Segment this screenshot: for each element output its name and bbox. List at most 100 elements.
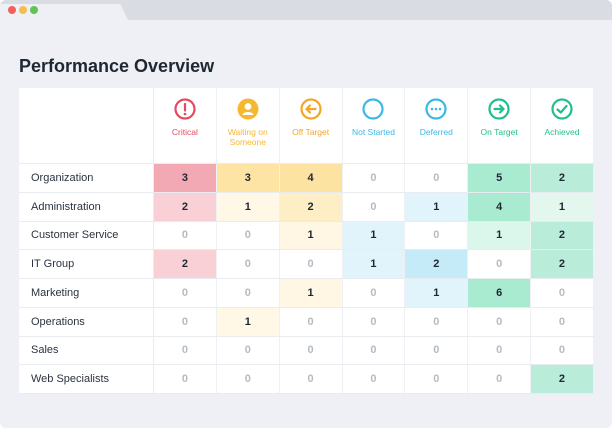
value-cell-off-target[interactable]: 4 [279, 164, 343, 192]
value-cell-off-target[interactable]: 0 [280, 307, 343, 336]
value-cell-achieved[interactable]: 1 [531, 192, 594, 221]
table-row[interactable]: Customer Service 0 0 1 1 0 1 2 [19, 221, 594, 251]
value-cell-achieved[interactable]: 2 [531, 365, 594, 393]
table-row[interactable]: Sales 0 0 0 0 0 0 0 [19, 336, 594, 366]
value-cell-off-target[interactable]: 1 [279, 221, 343, 250]
value-cell-deferred[interactable]: 1 [405, 279, 469, 307]
row-label: Customer Service [19, 221, 154, 250]
table-row[interactable]: Marketing 0 0 1 0 1 6 0 [19, 279, 594, 308]
value-cell-waiting[interactable]: 1 [216, 192, 280, 221]
column-header-not-started[interactable]: Not Started [343, 88, 406, 163]
maximize-window-icon[interactable] [30, 6, 38, 14]
value-cell-not-started[interactable]: 1 [342, 250, 406, 278]
value-cell-off-target[interactable]: 0 [280, 365, 343, 393]
value-cell-waiting[interactable]: 3 [216, 164, 280, 192]
column-header-label: Off Target [292, 127, 330, 137]
value-cell-not-started[interactable]: 0 [343, 307, 406, 336]
value-cell-critical[interactable]: 3 [154, 164, 217, 192]
value-cell-not-started[interactable]: 0 [343, 192, 406, 221]
ellipsis-icon [425, 98, 447, 120]
value-cell-critical[interactable]: 0 [154, 336, 217, 365]
close-window-icon[interactable] [8, 6, 16, 14]
column-header-achieved[interactable]: Achieved [531, 88, 594, 163]
value-cell-on-target[interactable]: 1 [468, 221, 532, 250]
performance-table: Critical Waiting on Someone Off Target Not … [19, 88, 594, 394]
value-cell-critical[interactable]: 0 [154, 279, 217, 307]
value-cell-off-target[interactable]: 2 [279, 192, 343, 221]
column-header-on-target[interactable]: On Target [468, 88, 532, 163]
row-label: Operations [19, 307, 154, 336]
column-header-label: On Target [480, 127, 518, 137]
value-cell-on-target[interactable]: 0 [468, 365, 532, 393]
header-corner-cell [19, 88, 154, 163]
table-row[interactable]: Administration 2 1 2 0 1 4 1 [19, 192, 594, 222]
value-cell-critical[interactable]: 0 [154, 221, 217, 250]
row-label: Web Specialists [19, 365, 154, 393]
value-cell-not-started[interactable]: 0 [343, 365, 406, 393]
value-cell-on-target[interactable]: 5 [468, 164, 532, 192]
value-cell-achieved[interactable]: 2 [531, 164, 594, 192]
row-label: Sales [19, 336, 154, 365]
value-cell-on-target[interactable]: 0 [468, 336, 532, 365]
value-cell-off-target[interactable]: 0 [280, 250, 343, 278]
value-cell-not-started[interactable]: 0 [343, 279, 406, 307]
empty-circle-icon [362, 98, 385, 120]
value-cell-achieved[interactable]: 0 [531, 279, 594, 307]
row-label: Organization [19, 164, 154, 192]
page-title: Performance Overview [19, 56, 215, 76]
table-row[interactable]: Organization 3 3 4 0 0 5 2 [19, 164, 594, 193]
checkmark-icon [551, 98, 573, 120]
column-header-label: Not Started [351, 127, 395, 137]
value-cell-waiting[interactable]: 0 [217, 221, 280, 250]
value-cell-on-target[interactable]: 0 [468, 250, 532, 278]
value-cell-on-target[interactable]: 0 [468, 307, 532, 336]
table-header-row: Critical Waiting on Someone Off Target Not … [19, 88, 594, 164]
value-cell-deferred[interactable]: 2 [405, 250, 469, 278]
value-cell-deferred[interactable]: 1 [405, 192, 469, 221]
value-cell-critical[interactable]: 2 [154, 250, 217, 278]
value-cell-achieved[interactable]: 0 [531, 307, 594, 336]
value-cell-off-target[interactable]: 1 [279, 279, 343, 307]
value-cell-critical[interactable]: 0 [154, 365, 217, 393]
value-cell-not-started[interactable]: 0 [343, 164, 406, 192]
value-cell-deferred[interactable]: 0 [405, 336, 469, 365]
value-cell-achieved[interactable]: 0 [531, 336, 594, 365]
value-cell-waiting[interactable]: 0 [217, 250, 280, 278]
value-cell-on-target[interactable]: 6 [468, 279, 532, 307]
value-cell-achieved[interactable]: 2 [531, 250, 594, 278]
value-cell-waiting[interactable]: 1 [216, 307, 280, 336]
table-row[interactable]: IT Group 2 0 0 1 2 0 2 [19, 250, 594, 279]
value-cell-not-started[interactable]: 1 [342, 221, 406, 250]
row-label: Marketing [19, 279, 154, 307]
column-header-label: Deferred [419, 127, 453, 137]
value-cell-achieved[interactable]: 2 [531, 221, 594, 250]
table-row[interactable]: Operations 0 1 0 0 0 0 0 [19, 307, 594, 337]
row-label: Administration [19, 192, 154, 221]
person-icon [237, 98, 259, 120]
value-cell-deferred[interactable]: 0 [405, 307, 469, 336]
value-cell-deferred[interactable]: 0 [405, 365, 469, 393]
arrow-left-icon [300, 98, 322, 120]
value-cell-on-target[interactable]: 4 [468, 192, 532, 221]
column-header-off-target[interactable]: Off Target [280, 88, 343, 163]
window-titlebar [0, 0, 612, 20]
value-cell-deferred[interactable]: 0 [405, 221, 469, 250]
minimize-window-icon[interactable] [19, 6, 27, 14]
column-header-label: Achieved [544, 127, 580, 137]
value-cell-off-target[interactable]: 0 [280, 336, 343, 365]
value-cell-critical[interactable]: 0 [154, 307, 217, 336]
value-cell-critical[interactable]: 2 [154, 192, 217, 221]
column-header-label: Critical [171, 127, 198, 137]
value-cell-deferred[interactable]: 0 [405, 164, 469, 192]
value-cell-waiting[interactable]: 0 [217, 279, 280, 307]
column-header-waiting[interactable]: Waiting on Someone [217, 88, 280, 163]
value-cell-not-started[interactable]: 0 [343, 336, 406, 365]
value-cell-waiting[interactable]: 0 [217, 365, 280, 393]
table-row[interactable]: Web Specialists 0 0 0 0 0 0 2 [19, 365, 594, 394]
arrow-right-icon [488, 98, 510, 120]
column-header-label: Waiting on Someone [227, 127, 268, 147]
column-header-deferred[interactable]: Deferred [405, 88, 469, 163]
value-cell-waiting[interactable]: 0 [217, 336, 280, 365]
column-header-critical[interactable]: Critical [154, 88, 217, 163]
